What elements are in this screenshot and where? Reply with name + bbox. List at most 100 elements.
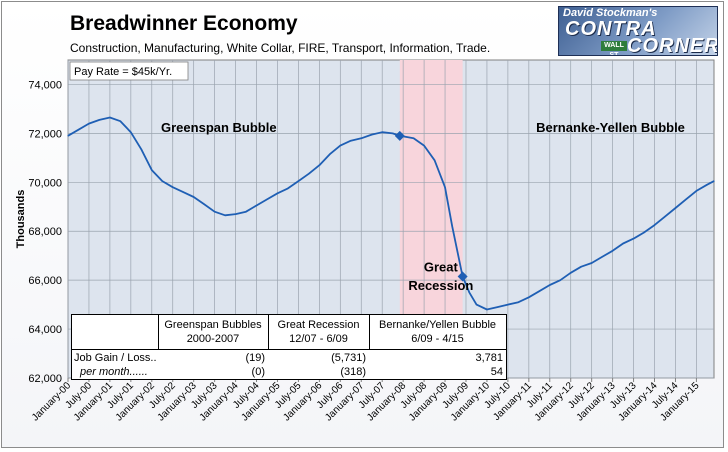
data-point: [475, 304, 478, 306]
y-tick-label: 74,000: [28, 79, 62, 91]
logo-byline: David Stockman's: [563, 7, 658, 19]
data-point: [109, 116, 111, 119]
data-point: [329, 153, 331, 155]
data-point: [507, 304, 509, 306]
y-tick-label: 66,000: [28, 275, 62, 287]
table-cell: (19): [245, 352, 265, 364]
table-divider: [158, 315, 159, 349]
data-point: [255, 204, 258, 207]
table-header-recession-period: 12/07 - 6/09: [289, 333, 348, 345]
data-point: [193, 196, 195, 198]
data-point: [653, 224, 656, 226]
data-point: [451, 225, 453, 227]
data-point: [444, 186, 446, 188]
data-point: [468, 291, 470, 293]
table-cell: (318): [340, 366, 366, 378]
data-point: [172, 186, 174, 188]
data-point: [486, 308, 488, 311]
data-point: [360, 137, 362, 139]
data-point: [423, 145, 425, 147]
data-point: [612, 250, 614, 252]
data-point: [151, 169, 153, 171]
data-point: [266, 198, 268, 200]
y-tick-label: 68,000: [28, 226, 62, 238]
data-point: [88, 123, 90, 125]
data-point: [235, 213, 237, 215]
table-cell: (5,731): [331, 352, 366, 364]
data-point: [350, 140, 352, 142]
data-point: [308, 173, 310, 175]
chart-title: Breadwinner Economy: [70, 12, 298, 35]
table-row-label: Job Gain / Loss..: [74, 352, 157, 364]
data-point: [549, 284, 551, 286]
data-point: [98, 119, 100, 121]
data-point: [67, 135, 69, 137]
logo-word-contra: CONTRA: [565, 18, 657, 40]
table-divider: [72, 349, 506, 350]
table-header-recession: Great Recession: [277, 319, 360, 331]
diamond-marker: [457, 271, 468, 282]
logo-word-corner: CORNER: [627, 35, 718, 56]
data-point: [381, 131, 383, 133]
table-header-greenspan-period: 2000-2007: [186, 333, 240, 345]
table-row-label: per month......: [80, 366, 148, 378]
table-divider: [268, 315, 269, 349]
y-tick-label: 72,000: [28, 128, 62, 140]
y-tick-label: 70,000: [28, 177, 62, 189]
data-point: [297, 180, 299, 182]
data-point: [287, 187, 289, 189]
chart-annotation: Great: [424, 260, 459, 275]
data-point: [664, 216, 666, 218]
table-header-bernanke: Bernanke/Yellen Bubble: [378, 319, 497, 331]
data-point: [130, 131, 132, 133]
data-point: [140, 148, 142, 150]
table-cell: 54: [490, 366, 503, 378]
data-point: [580, 266, 582, 268]
data-point: [339, 145, 341, 147]
data-point: [161, 180, 163, 182]
data-point: [685, 198, 687, 200]
data-point: [214, 211, 216, 213]
table-cell: 3,781: [475, 352, 503, 364]
data-point: [713, 180, 715, 182]
data-point: [570, 272, 572, 274]
diamond-marker: [394, 130, 405, 141]
data-point: [182, 191, 184, 193]
data-point: [706, 184, 708, 186]
data-point: [633, 238, 635, 240]
data-point: [559, 279, 561, 281]
table-header-greenspan: Greenspan Bubbles: [164, 319, 262, 331]
chart-annotation: Bernanke-Yellen Bubble: [536, 120, 685, 135]
data-point: [695, 190, 698, 192]
data-point: [528, 296, 530, 298]
pay-rate-box: [69, 61, 189, 81]
data-point: [119, 120, 121, 122]
y-axis-label: Thousands: [15, 190, 27, 249]
data-point: [77, 129, 80, 131]
data-point: [413, 137, 415, 139]
chart-annotation: Recession: [408, 278, 473, 293]
data-point: [674, 207, 677, 209]
table-cell: (0): [251, 366, 265, 378]
data-point: [538, 290, 540, 292]
wall-street-sign: WALL ST: [601, 41, 627, 55]
table-header-bernanke-period: 6/09 - 4/15: [411, 333, 464, 345]
data-point: [245, 211, 247, 213]
data-point: [622, 242, 624, 245]
y-tick-label: 64,000: [28, 324, 62, 336]
pay-rate-note: Pay Rate = $45k/Yr.: [74, 66, 172, 78]
line-chart: 62,000 64,000 66,000 68,000 70,000 72,000 74,0…: [15, 59, 715, 423]
chart-subtitle: Construction, Manufacturing, White Colla…: [70, 41, 491, 55]
data-point: [601, 256, 603, 258]
data-point: [203, 203, 205, 205]
summary-table: Greenspan Bubbles 2000-2007 Great Recess…: [71, 314, 507, 380]
contra-corner-logo: David Stockman's CONTRA WALL ST CORNER: [558, 6, 718, 56]
data-point: [496, 306, 498, 308]
data-point: [371, 134, 373, 136]
data-point: [517, 301, 520, 303]
data-point: [276, 192, 279, 194]
data-point: [318, 164, 320, 166]
data-point: [392, 132, 394, 134]
chart-annotation: Greenspan Bubble: [161, 120, 277, 135]
